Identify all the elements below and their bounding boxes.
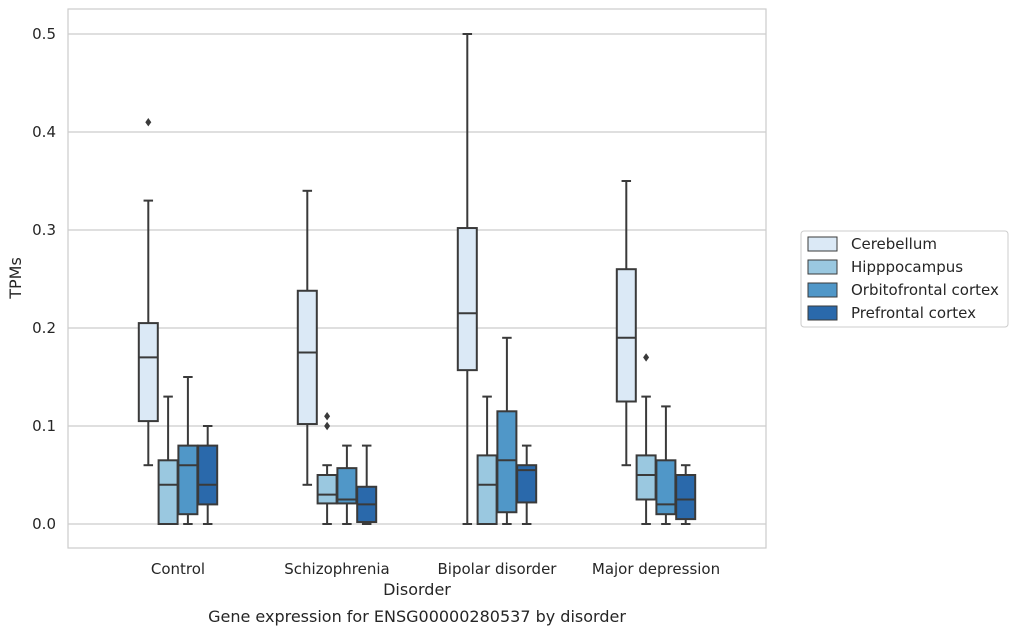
box-iqr xyxy=(456,227,478,372)
box-iqr xyxy=(615,268,637,403)
box-plot-box xyxy=(177,376,199,525)
y-tick-label: 0.0 xyxy=(32,515,56,533)
y-tick-label: 0.5 xyxy=(32,25,56,43)
box-plot-box xyxy=(516,444,538,525)
box-plot-box xyxy=(456,33,478,525)
box-plot-box xyxy=(197,425,219,525)
box-plot-box xyxy=(635,353,657,525)
box-iqr xyxy=(157,459,179,525)
plot-frame xyxy=(67,8,767,549)
legend-label: Prefrontal cortex xyxy=(851,304,976,322)
legend-swatch xyxy=(807,282,838,298)
box-iqr xyxy=(675,474,697,521)
y-axis-ticks: 0.0 0.1 0.2 0.3 0.4 0.5 xyxy=(32,25,56,533)
box-iqr xyxy=(316,474,338,505)
legend: Cerebellum Hipppocampus Orbitofrontal cort… xyxy=(800,230,1009,328)
box-iqr xyxy=(496,410,518,514)
box-plot-box xyxy=(675,464,697,525)
box-iqr xyxy=(476,454,498,525)
y-axis-label: TPMs xyxy=(6,257,25,300)
box-plot-box xyxy=(356,444,378,525)
x-tick-label: Control xyxy=(151,560,205,578)
legend-item: Prefrontal cortex xyxy=(807,304,976,322)
x-axis-ticks: Control Schizophrenia Bipolar disorder Majo… xyxy=(151,560,720,578)
x-tick-label: Schizophrenia xyxy=(284,560,389,578)
series-prefrontal-cortex xyxy=(197,425,697,525)
box-iqr xyxy=(197,444,219,506)
x-tick-label: Bipolar disorder xyxy=(438,560,558,578)
legend-label: Orbitofrontal cortex xyxy=(851,281,999,299)
x-axis-label: Disorder xyxy=(383,580,451,599)
outlier-point xyxy=(324,412,331,421)
box-plot-box xyxy=(336,444,358,525)
series-hipppocampus xyxy=(157,353,657,525)
outlier-point xyxy=(324,421,331,431)
legend-frame xyxy=(800,230,1009,328)
box-plot-box xyxy=(296,189,318,486)
box-iqr xyxy=(516,464,538,504)
box-plot-box xyxy=(157,395,179,525)
box-iqr xyxy=(336,467,358,505)
box-plot-box xyxy=(655,405,677,525)
legend-item: Cerebellum xyxy=(807,235,937,253)
legend-swatch xyxy=(807,259,838,275)
box-plot-box xyxy=(615,180,637,467)
box-plot-box xyxy=(316,412,338,525)
legend-label: Hipppocampus xyxy=(851,258,963,276)
legend-swatch xyxy=(807,236,838,252)
box-plot-box xyxy=(496,336,518,525)
outlier-point xyxy=(643,353,650,362)
chart-caption: Gene expression for ENSG00000280537 by d… xyxy=(208,607,626,626)
y-tick-label: 0.1 xyxy=(32,417,56,435)
legend-swatch xyxy=(807,305,838,321)
legend-label: Cerebellum xyxy=(851,235,937,253)
series-orbitofrontal-cortex xyxy=(177,336,677,525)
x-tick-label: Major depression xyxy=(592,560,720,578)
box-iqr xyxy=(635,454,657,501)
box-iqr xyxy=(296,289,318,426)
series-cerebellum xyxy=(137,33,637,525)
y-tick-label: 0.4 xyxy=(32,123,56,141)
legend-item: Hipppocampus xyxy=(807,258,963,276)
box-iqr xyxy=(177,444,199,516)
legend-item: Orbitofrontal cortex xyxy=(807,281,999,299)
outlier-point xyxy=(145,118,152,127)
box-iqr xyxy=(137,322,159,423)
y-tick-label: 0.3 xyxy=(32,221,56,239)
box-plot-area xyxy=(137,33,697,525)
y-tick-label: 0.2 xyxy=(32,319,56,337)
box-iqr xyxy=(655,459,677,516)
grid-lines xyxy=(68,33,766,525)
box-plot-box xyxy=(137,118,159,467)
box-plot-box xyxy=(476,395,498,525)
